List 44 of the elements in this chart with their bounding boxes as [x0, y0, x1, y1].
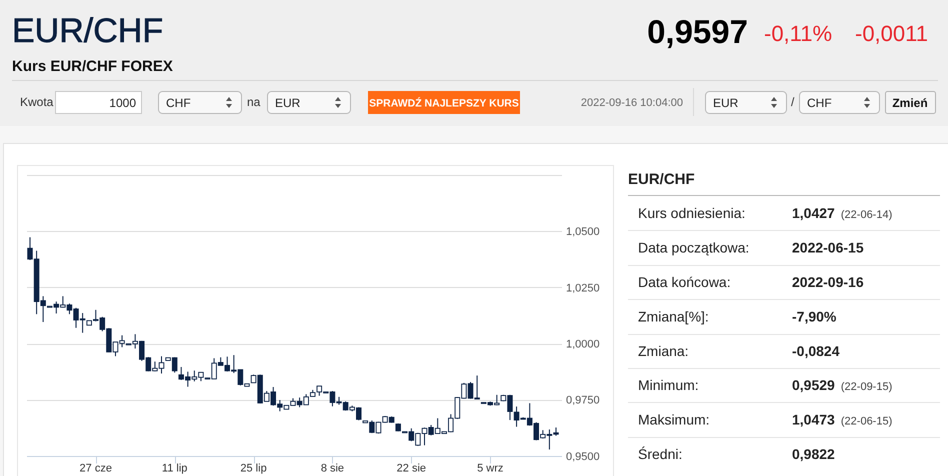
dropdown: EUR [705, 91, 787, 114]
dropdown: CHF [158, 91, 242, 114]
text: / [791, 95, 795, 109]
text: Średni: [638, 446, 682, 462]
x-tick-label: 25 lip [240, 462, 267, 474]
text: 0,9597 [647, 13, 748, 50]
dropdown: CHF [799, 91, 880, 114]
y-tick-label: 1,0000 [566, 338, 600, 350]
text: 1,0473 (22-06-15) [792, 412, 892, 428]
chart-subtitle: Kurs EUR/CHF FOREX [12, 58, 173, 75]
chart-title: EUR/CHF [12, 12, 164, 50]
text: 2022-06-15 [792, 240, 864, 256]
text: 0,9822 [792, 446, 836, 462]
text: 1,0427 (22-06-14) [792, 205, 892, 222]
text: -7,90% [792, 308, 837, 324]
button: Zmień [885, 91, 936, 114]
x-tick-label: 11 lip [162, 462, 188, 474]
text: -0,0824 [792, 342, 840, 359]
text: Data początkowa: [638, 240, 750, 256]
text: 2022-09-16 [792, 274, 864, 290]
text: Zmiana: [638, 342, 689, 359]
text: -0,11% [764, 21, 832, 46]
text: -0,0011 [855, 21, 928, 46]
text: 0,9529 (22-09-15) [792, 377, 892, 394]
x-tick-label: 22 sie [396, 462, 426, 474]
text-field: 1000 [55, 91, 142, 114]
text: Maksimum: [638, 412, 710, 428]
x-tick-label: 8 sie [320, 462, 344, 474]
text: Kurs odniesienia: [638, 205, 746, 222]
button: SPRAWDŹ NAJLEPSZY KURS [368, 91, 520, 114]
y-tick-label: 0,9500 [566, 450, 600, 463]
text: Minimum: [638, 377, 699, 394]
x-tick-label: 27 cze [80, 462, 112, 474]
dropdown: EUR [267, 91, 351, 114]
text: EUR/CHF [628, 171, 695, 188]
y-tick-label: 1,0250 [566, 282, 600, 294]
text: 2022-09-16 10:04:00 [580, 97, 683, 109]
text: Zmiana[%]: [638, 308, 709, 324]
text: Kwota [20, 95, 54, 109]
y-tick-label: 1,0500 [566, 226, 600, 238]
text: na [247, 95, 261, 109]
text: Data końcowa: [638, 274, 731, 290]
y-tick-label: 0,9750 [566, 394, 600, 407]
x-tick-label: 5 wrz [477, 462, 504, 474]
